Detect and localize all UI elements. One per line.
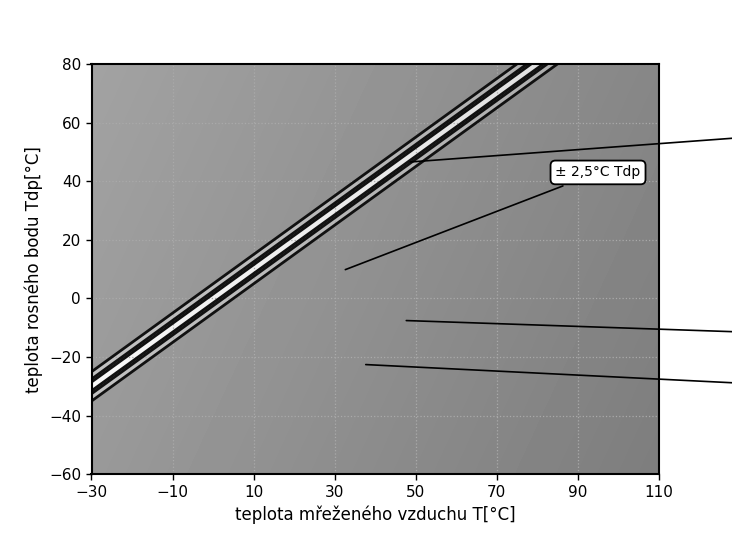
- Text: ± 1,5°C Tdp: ± 1,5°C Tdp: [411, 104, 732, 162]
- Text: ≥ ± 5,0°C Tdp: ≥ ± 5,0°C Tdp: [366, 365, 732, 417]
- Text: ± 5,0°C Tdp: ± 5,0°C Tdp: [406, 320, 732, 358]
- X-axis label: teplota mřeženého vzduchu T[°C]: teplota mřeženého vzduchu T[°C]: [235, 505, 515, 524]
- Y-axis label: teplota rosného bodu Tdp[°C]: teplota rosného bodu Tdp[°C]: [25, 146, 43, 393]
- Text: ± 2,5°C Tdp: ± 2,5°C Tdp: [346, 165, 640, 270]
